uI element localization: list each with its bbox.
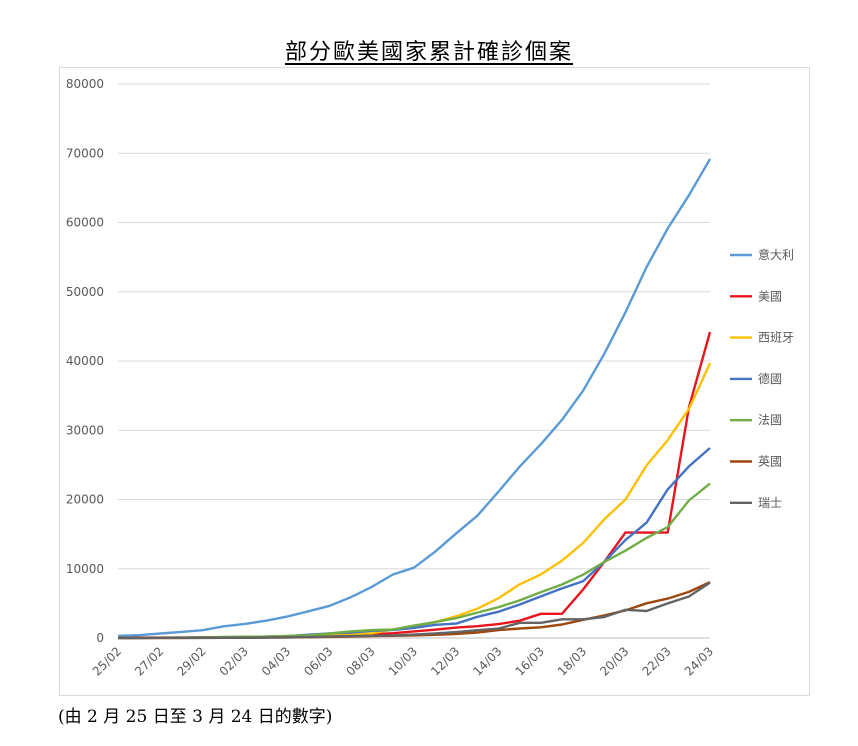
chart-title-text: 部分歐美國家累計確診個案 bbox=[284, 40, 573, 65]
series-line bbox=[117, 158, 712, 637]
legend-label: 英國 bbox=[758, 455, 782, 469]
y-tick-label: 30000 bbox=[66, 423, 104, 437]
legend-label: 西班牙 bbox=[758, 331, 794, 345]
y-tick-label: 40000 bbox=[66, 354, 104, 368]
y-tick-label: 70000 bbox=[66, 146, 104, 160]
x-tick-label: 20/03 bbox=[597, 644, 631, 678]
y-tick-label: 60000 bbox=[66, 216, 104, 230]
x-tick-label: 08/03 bbox=[343, 644, 377, 678]
y-tick-label: 10000 bbox=[66, 562, 104, 576]
series-line bbox=[118, 581, 711, 640]
legend-label: 瑞士 bbox=[758, 496, 782, 510]
footnote: (由 2 月 25 日至 3 月 24 日的數字) bbox=[58, 707, 333, 727]
y-tick-label: 20000 bbox=[66, 493, 104, 507]
x-tick-label: 04/03 bbox=[259, 644, 293, 678]
legend-label: 法國 bbox=[758, 413, 782, 427]
legend-label: 美國 bbox=[758, 289, 782, 303]
x-tick-label: 14/03 bbox=[470, 644, 504, 678]
chart-frame bbox=[59, 67, 810, 696]
series-line bbox=[118, 482, 711, 640]
series-line bbox=[117, 331, 712, 639]
legend-label: 德國 bbox=[758, 371, 782, 386]
chart-title: 部分歐美國家累計確診個案 bbox=[0, 34, 858, 66]
x-tick-label: 29/02 bbox=[174, 644, 208, 678]
x-tick-label: 18/03 bbox=[555, 644, 589, 678]
x-tick-label: 22/03 bbox=[639, 644, 673, 678]
x-tick-label: 10/03 bbox=[386, 644, 420, 678]
y-tick-label: 80000 bbox=[66, 77, 104, 91]
y-tick-label: 50000 bbox=[66, 285, 104, 299]
x-tick-label: 27/02 bbox=[132, 644, 166, 678]
series-line bbox=[118, 447, 711, 640]
x-tick-label: 24/03 bbox=[682, 644, 716, 678]
x-tick-label: 12/03 bbox=[428, 644, 462, 678]
legend-label: 意大利 bbox=[758, 247, 794, 262]
x-tick-label: 25/02 bbox=[90, 644, 124, 678]
x-tick-label: 06/03 bbox=[301, 644, 335, 678]
x-tick-label: 02/03 bbox=[217, 644, 251, 678]
y-tick-label: 0 bbox=[96, 631, 104, 645]
x-tick-label: 16/03 bbox=[513, 644, 547, 678]
series-line bbox=[117, 362, 712, 640]
